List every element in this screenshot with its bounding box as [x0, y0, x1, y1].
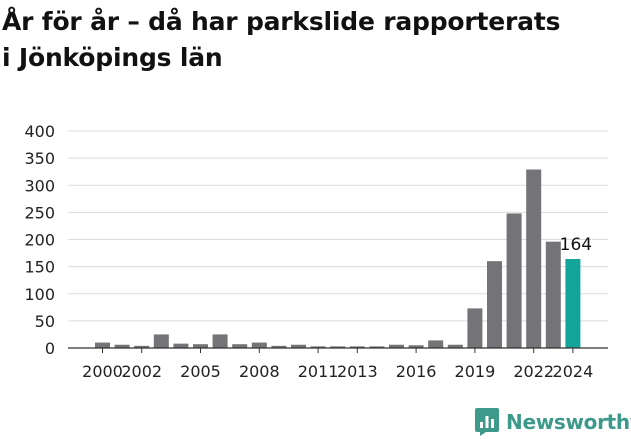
x-tick-label-2024: 2024: [553, 362, 594, 381]
bar-2003: [153, 334, 169, 348]
y-tick-label-350: 350: [24, 149, 55, 168]
chart-title-line-1: År för år – då har parkslide rapporterat…: [2, 7, 561, 36]
data-labels: 164: [560, 235, 592, 255]
bar-2021: [506, 213, 522, 348]
bar-2012: [330, 346, 346, 348]
newsworthy-logo: Newsworthy: [474, 406, 631, 438]
bar-2010: [291, 344, 306, 348]
x-tick-label-2008: 2008: [239, 362, 280, 381]
bar-2013: [349, 346, 365, 348]
x-tick-label-2000: 2000: [82, 362, 123, 381]
bar-2007: [232, 344, 248, 348]
y-tick-label-400: 400: [24, 122, 55, 141]
x-tick-label-2013: 2013: [337, 362, 378, 381]
x-tick-label-2005: 2005: [180, 362, 221, 381]
y-tick-label-50: 50: [35, 312, 55, 331]
chart-title-line-2: i Jönköpings län: [2, 43, 223, 72]
x-tick-label-2019: 2019: [455, 362, 496, 381]
y-tick-label-0: 0: [45, 339, 55, 358]
chart-title: År för år – då har parkslide rapporterat…: [2, 4, 629, 76]
bar-2014: [369, 346, 385, 348]
bar-2009: [271, 345, 287, 348]
bar-chart-icon: [475, 408, 499, 436]
bar-2023: [545, 241, 561, 348]
bar-2004: [173, 343, 189, 348]
bar-2019: [467, 308, 483, 348]
x-tick-label-2016: 2016: [396, 362, 437, 381]
x-tick-label-2022: 2022: [513, 362, 554, 381]
bar-2011: [310, 346, 326, 348]
data-label-2024: 164: [560, 235, 592, 255]
y-axis: 0 50 100 150 200 250 300 350 400: [24, 122, 55, 358]
bar-2015: [389, 344, 404, 348]
y-tick-label-250: 250: [24, 203, 55, 222]
bar-2008: [251, 342, 267, 348]
y-tick-label-200: 200: [24, 231, 55, 250]
bar-2002: [134, 345, 150, 348]
bar-2006: [212, 334, 228, 348]
bar-2024: [565, 259, 581, 348]
y-tick-label-300: 300: [24, 176, 55, 195]
bar-2001: [114, 344, 130, 348]
bar-2022: [526, 169, 542, 348]
bars: [95, 169, 581, 348]
brand-name: Newsworthy: [506, 410, 631, 434]
x-tick-label-2011: 2011: [298, 362, 339, 381]
bar-2005: [193, 344, 208, 348]
bar-2016: [408, 345, 424, 348]
bar-2000: [95, 342, 110, 348]
bar-2020: [487, 261, 502, 348]
x-tick-label-2002: 2002: [121, 362, 162, 381]
bar-2018: [447, 344, 463, 348]
y-tick-label-150: 150: [24, 258, 55, 277]
bar-2017: [428, 340, 444, 348]
y-tick-label-100: 100: [24, 285, 55, 304]
